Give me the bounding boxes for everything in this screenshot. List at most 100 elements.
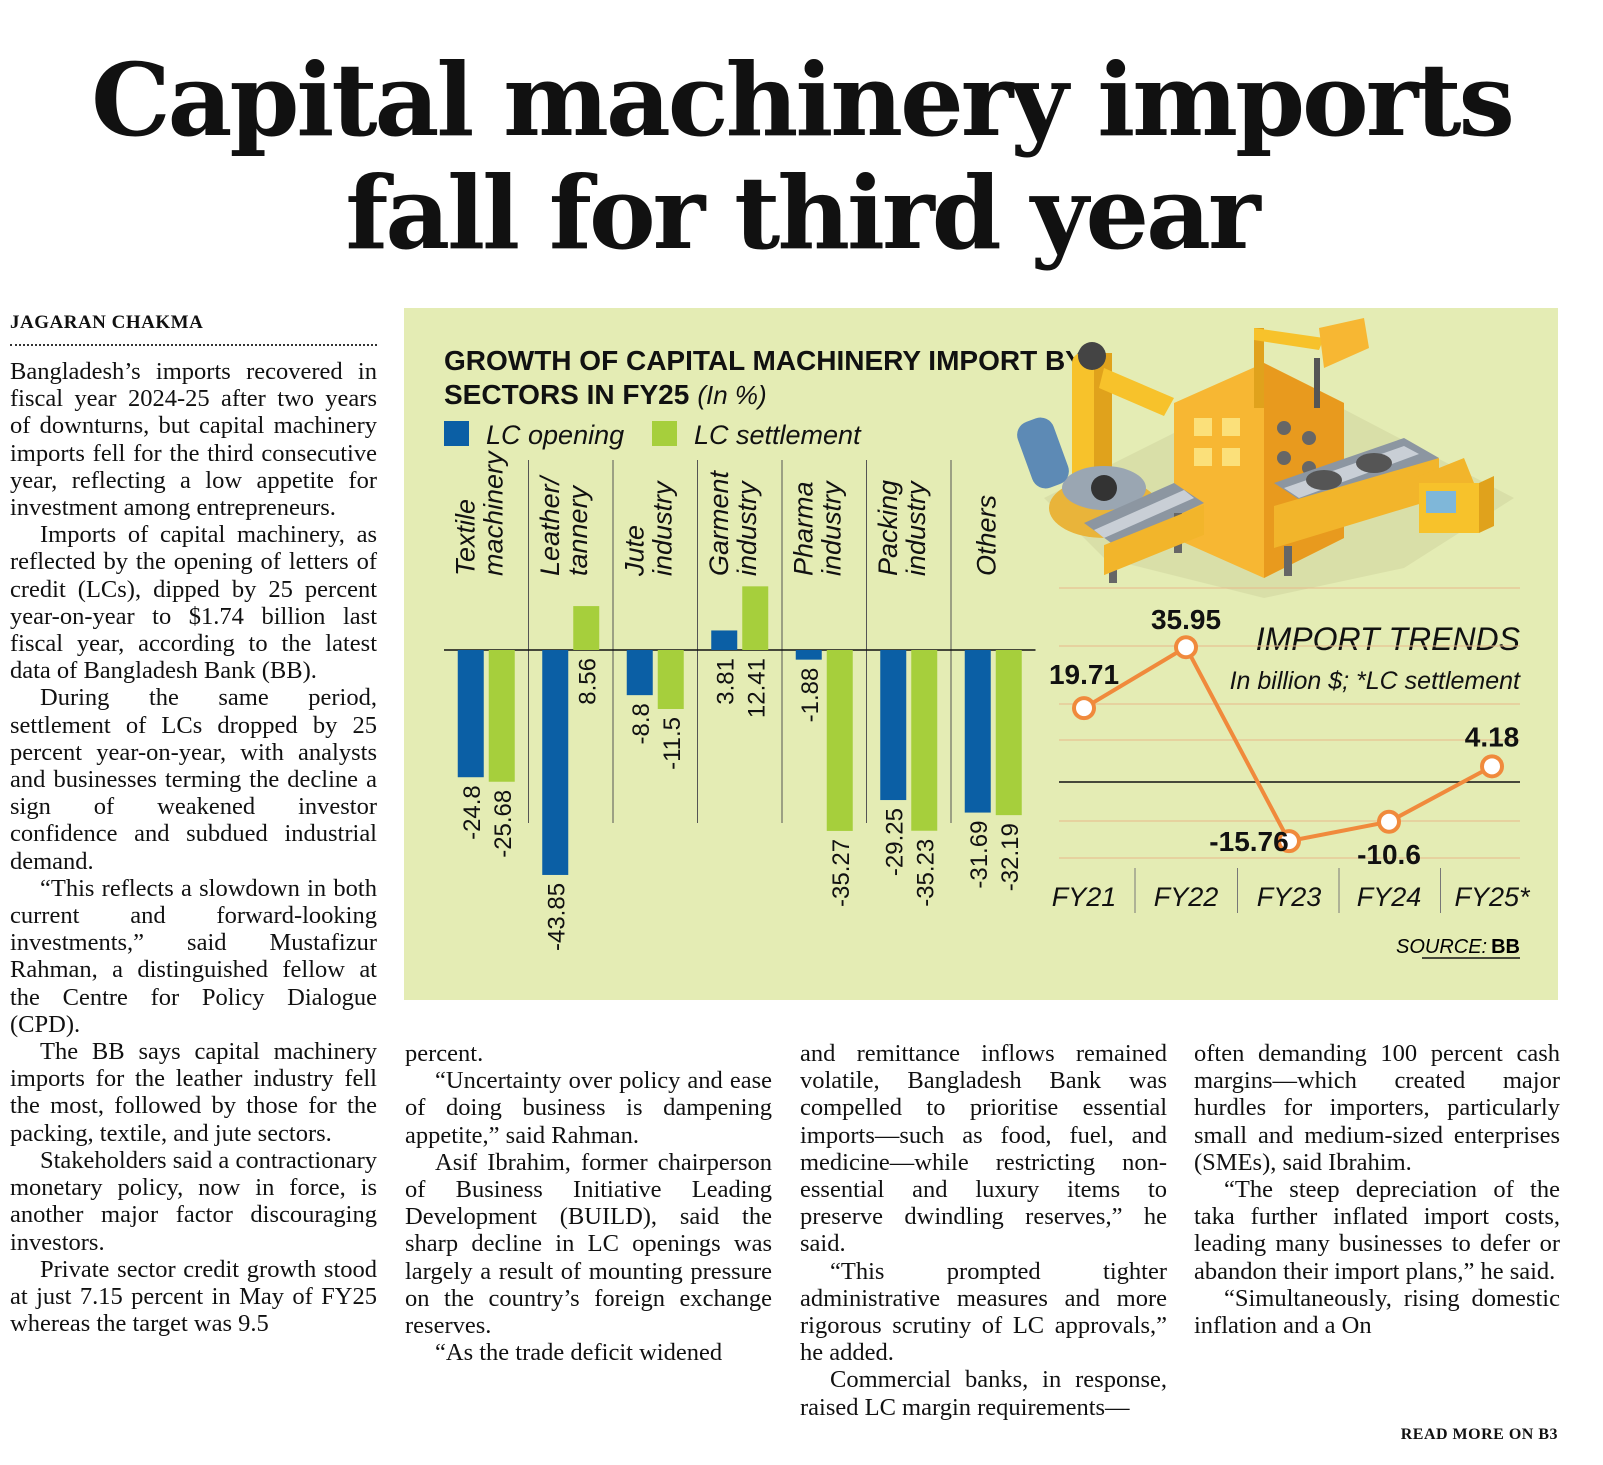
read-more-link[interactable]: READ MORE ON B3 [1400,1426,1558,1443]
bar-lc-opening [542,650,569,875]
category-label-line: Garment [704,469,734,576]
legend-label-lc-settlement: LC settlement [694,420,862,450]
bar-lc-opening [964,650,991,813]
jump-word: On [1341,1312,1372,1340]
paragraph: During the same period, settlement of LC… [10,684,377,875]
paragraph: “This prompted tighter administrative me… [800,1257,1167,1367]
bar-chart-unit: (In %) [697,380,766,410]
bar-value-label: -32.19 [997,823,1024,891]
paragraph: “Uncertainty over policy and ease of doi… [405,1067,772,1149]
paragraph: percent. [405,1040,484,1067]
paragraph: Imports of capital machinery, as reflect… [10,521,377,685]
category-label-line: tannery [563,484,593,576]
category-label-line: industry [901,480,931,576]
bar-lc-settlement [742,586,769,650]
headline-line-1: Capital machinery imports [91,41,1515,159]
bar-value-label: -35.27 [828,839,855,907]
source-credit: SOURCE: BB [1396,936,1520,959]
source-name: BB [1491,936,1520,958]
bar-lc-opening [626,650,653,696]
legend-swatch-lc-opening [444,421,469,446]
bar-value-label: -31.69 [966,821,993,889]
category-label-line: Packing [873,480,903,576]
bar-lc-opening [795,650,822,660]
article-column-1: Bangladesh’s imports recovered in fiscal… [10,358,377,1337]
bar-value-label: 12.41 [743,658,770,718]
bar-chart-title-line-2: SECTORS IN FY25 (In %) [444,379,767,410]
category-label-line: Leather/ [535,474,565,576]
paragraph: The BB says capital machinery imports fo… [10,1038,377,1147]
bar-chart-title-line-1: GROWTH OF CAPITAL MACHINERY IMPORT BY [444,345,1084,376]
line-chart-title: IMPORT TRENDS [1256,621,1520,657]
bar-value-label: -1.88 [797,668,824,723]
category-label: Pharmaindustry [788,480,846,576]
paragraph: Private sector credit growth stood at ju… [10,1255,377,1338]
line-chart: 19.71 35.95 -15.76 -10.6 4.18 FY21 FY22 FY23 FY2… [1049,587,1531,913]
category-label-line: industry [732,480,762,576]
bar-lc-settlement [488,650,515,782]
source-line: SOURCE: BB [1396,936,1520,958]
trend-point-label: -10.6 [1357,839,1421,870]
x-tick-label: FY24 [1357,882,1422,912]
bar-value-label: -43.85 [543,883,570,951]
line-chart-subtitle: In billion $; *LC settlement [1230,667,1521,695]
bar-value-label: -11.5 [659,717,686,770]
x-tick-label: FY21 [1052,882,1117,912]
bar-lc-settlement [826,650,853,831]
paragraph: “The steep depreciation of the taka furt… [1194,1176,1560,1285]
bar-lc-settlement [657,650,684,709]
trend-point [1174,635,1198,660]
category-label-line: Pharma [788,481,818,576]
trend-point-label: -15.76 [1209,826,1288,857]
trend-point-label: 35.95 [1151,604,1221,635]
bar-lc-opening [457,650,484,778]
bar-chart: Textilemachinery -24.8 -25.68 Leather/tanne… [444,450,1036,951]
category-label: Leather/tannery [535,474,593,576]
x-tick-label: FY23 [1257,882,1322,912]
bar-lc-settlement [573,606,600,650]
byline-divider [10,344,377,346]
trend-point [1072,696,1096,721]
bar-value-label: 3.81 [712,658,739,705]
paragraph: Stakeholders said a contractionary monet… [10,1146,377,1256]
infographic: GROWTH OF CAPITAL MACHINERY IMPORT BY SE… [404,308,1558,1000]
category-label-line: Textile [450,499,480,576]
trend-point-label: 19.71 [1049,659,1119,690]
source-label: SOURCE: [1396,936,1487,958]
category-label-line: industry [816,480,846,576]
bar-value-label: -29.25 [881,808,908,876]
bar-value-label: -8.8 [628,703,655,744]
bar-value-label: -25.68 [490,790,517,858]
bar-lc-opening [880,650,907,801]
article-column-4: often demanding 100 percent cash margins… [1194,1040,1560,1339]
bar-chart-title-line-2-text: SECTORS IN FY25 [444,379,689,410]
category-label-line: Others [971,495,1001,576]
bar-value-label: -35.23 [912,839,939,907]
article-column-3: and remittance inflows remained volatile… [800,1040,1167,1421]
category-label: Others [971,495,1001,576]
paragraph: “As the trade deficit widened [435,1339,723,1367]
trend-point [1480,754,1504,779]
paragraph: often demanding 100 percent cash margins… [1194,1040,1560,1176]
article-column-2: percent. “Uncertainty over policy and ea… [405,1040,772,1366]
trend-point-label: 4.18 [1465,721,1520,752]
bar-value-label: -24.8 [459,785,486,840]
trend-point [1277,829,1301,854]
paragraph: Commercial banks, in response, raised LC… [800,1366,1167,1421]
bar-lc-settlement [911,650,938,831]
paragraph-text: “Simultaneously, rising domestic inflati… [1194,1284,1560,1340]
paragraph: and remittance inflows remained volatile… [800,1040,1167,1258]
category-label: Garmentindustry [704,469,762,576]
category-label: Juteindustry [619,480,677,577]
paragraph: Bangladesh’s imports recovered in fiscal… [10,358,377,522]
infographic-svg: GROWTH OF CAPITAL MACHINERY IMPORT BY SE… [444,318,1531,959]
legend-label-lc-opening: LC opening [486,420,624,450]
trend-point [1377,809,1401,834]
headline: Capital machinery imports fall for third… [0,44,1603,270]
bar-lc-opening [711,630,738,650]
byline: JAGARAN CHAKMA [10,312,204,333]
paragraph: “Simultaneously, rising domestic inflati… [1194,1285,1560,1339]
factory-machinery-illustration [1017,318,1514,598]
headline-line-2: fall for third year [345,154,1260,272]
bar-value-label: 8.56 [574,658,601,705]
